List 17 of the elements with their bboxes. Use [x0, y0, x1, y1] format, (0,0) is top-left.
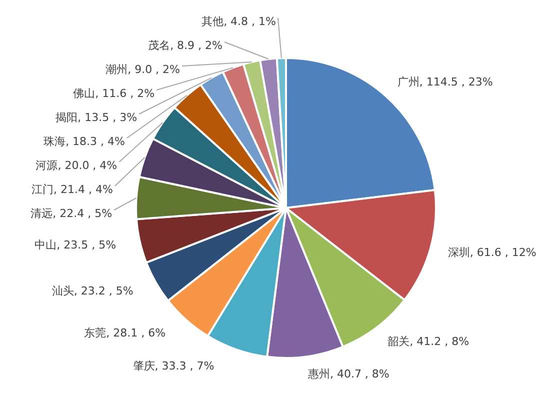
slice-label: 广州, 114.5 , 23%: [397, 75, 493, 88]
slice-label: 肇庆, 33.3 , 7%: [132, 360, 214, 373]
slice-label: 清远, 22.4 , 5%: [30, 207, 112, 220]
slice-label: 珠海, 18.3 , 4%: [44, 135, 126, 148]
slice-label: 其他, 4.8 , 1%: [202, 15, 276, 28]
slice-label: 佛山, 11.6 , 2%: [73, 87, 155, 100]
slice-label: 江门, 21.4 , 4%: [31, 183, 113, 196]
slice-label: 茂名, 8.9 , 2%: [148, 39, 222, 52]
slice-label: 东莞, 28.1 , 6%: [84, 326, 166, 340]
slice-label: 揭阳, 13.5 , 3%: [56, 111, 138, 124]
slice-label: 河源, 20.0 , 4%: [36, 159, 118, 172]
slice-label: 韶关, 41.2 , 8%: [388, 334, 470, 348]
slice-label: 汕头, 23.2 , 5%: [52, 284, 134, 298]
slice-label: 惠州, 40.7 , 8%: [306, 368, 390, 381]
slice-label: 潮州, 9.0 , 2%: [106, 63, 180, 76]
slice-label: 深圳, 61.6 , 12%: [448, 246, 536, 259]
slice-label: 中山, 23.5 , 5%: [34, 238, 116, 252]
